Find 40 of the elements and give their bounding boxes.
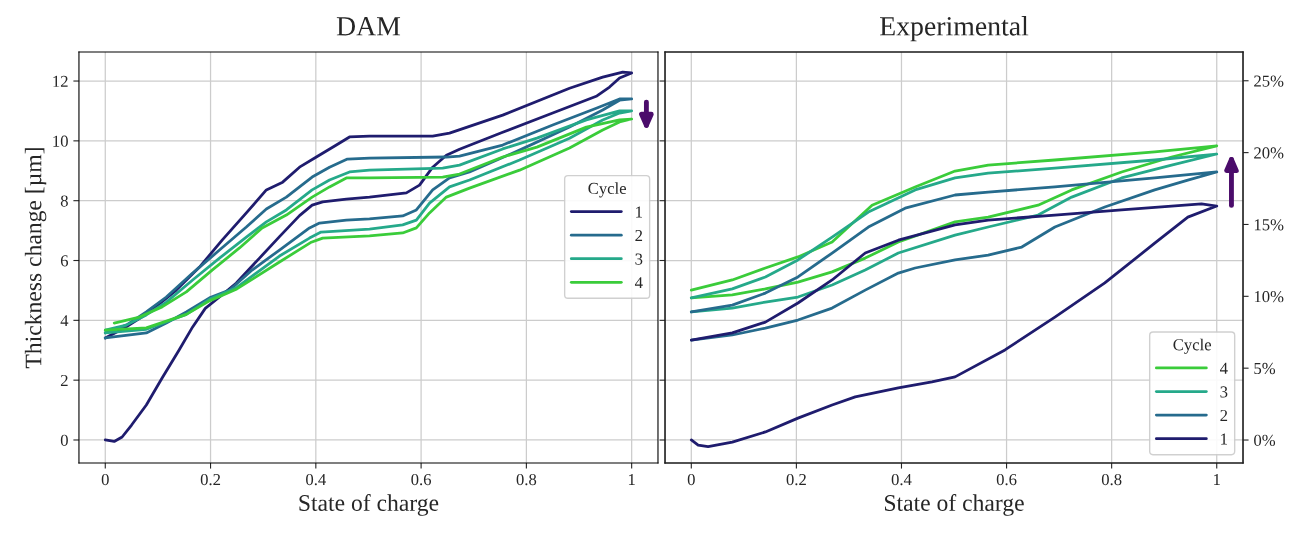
y-tick-label: 8 xyxy=(60,195,68,207)
chart-title: DAM xyxy=(336,17,401,36)
text: 0% xyxy=(1254,434,1276,447)
legend-title: Cycle xyxy=(588,182,627,198)
legend-label: 1 xyxy=(1221,433,1228,445)
legend-title: Cycle xyxy=(1173,338,1212,354)
x-tick-label: 0.8 xyxy=(1101,473,1122,486)
x-tick-label: 0.6 xyxy=(411,473,432,486)
x-tick-label: 0.2 xyxy=(786,473,806,486)
text: 10% xyxy=(1254,291,1284,303)
x-tick-label: 0.4 xyxy=(306,473,326,486)
x-tick-label: 1 xyxy=(1214,474,1220,485)
legend-label: 3 xyxy=(1220,386,1228,398)
legend-label: 4 xyxy=(634,277,643,289)
x-axis-title: State of charge xyxy=(299,494,439,516)
y-tick-label: 0 xyxy=(60,434,68,446)
x-axis-title: State of charge xyxy=(885,494,1024,516)
chart-title: Experimental xyxy=(880,16,1029,42)
y-tick-label: 12 xyxy=(53,75,68,87)
legend-label: 3 xyxy=(635,253,643,265)
x-tick-label: 0.2 xyxy=(200,473,221,486)
y-tick-label: 4 xyxy=(60,315,69,327)
x-tick-label: 0.4 xyxy=(891,473,912,486)
x-tick-label: 0 xyxy=(101,473,109,486)
legend-label: 2 xyxy=(1220,409,1228,421)
legend-label: 1 xyxy=(636,206,642,218)
legend-label: 4 xyxy=(1220,362,1228,374)
text: 15% xyxy=(1254,219,1284,231)
legend-label: 2 xyxy=(635,229,643,241)
text: 25% xyxy=(1254,75,1284,87)
y-tick-label: 10 xyxy=(53,135,68,147)
y-axis-title: Thickness change [µm] xyxy=(24,148,47,369)
x-tick-label: 0.8 xyxy=(516,473,537,486)
text: 5% xyxy=(1254,362,1276,375)
x-tick-label: 0.6 xyxy=(996,473,1017,486)
y-tick-label: 6 xyxy=(60,255,69,267)
x-tick-label: 0 xyxy=(687,473,695,486)
x-tick-label: 1 xyxy=(628,474,635,485)
text: 20% xyxy=(1254,147,1284,159)
y-tick-label: 2 xyxy=(60,374,68,386)
